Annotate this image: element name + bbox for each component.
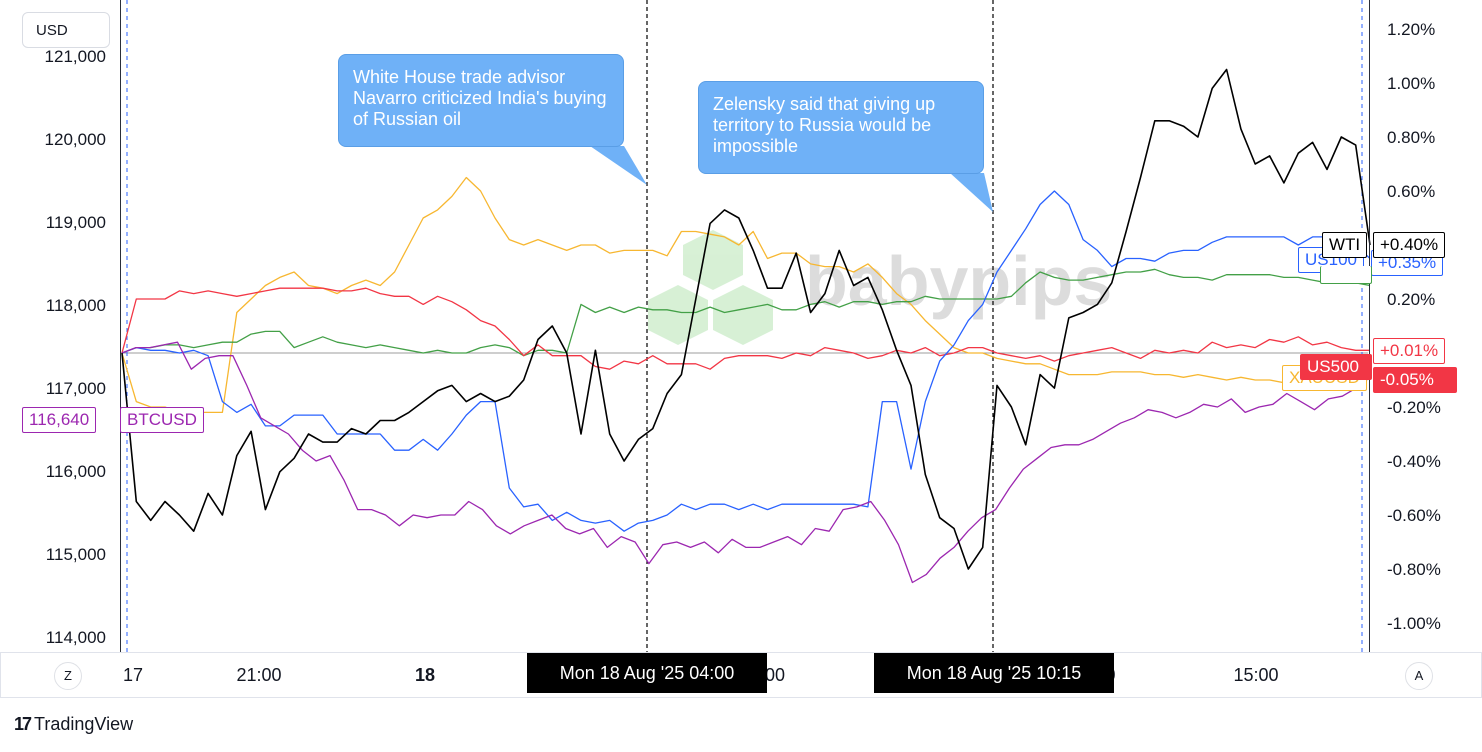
wti-name-tag: WTI bbox=[1322, 232, 1368, 258]
series-line-xauusd bbox=[121, 176, 1371, 414]
babypips-watermark: babypips bbox=[648, 230, 1112, 345]
tradingview-logo-text: TradingView bbox=[34, 714, 134, 734]
right-axis-tick: -0.20% bbox=[1387, 398, 1441, 417]
right-axis-tick: -1.00% bbox=[1387, 614, 1441, 633]
news-callout-navarro: White House trade advisor Navarro critic… bbox=[338, 54, 624, 147]
watermark-hexagon bbox=[683, 230, 743, 290]
watermark-text: babypips bbox=[805, 242, 1112, 320]
right-axis-tick: 1.20% bbox=[1387, 20, 1435, 39]
left-axis-tick: 121,000 bbox=[45, 47, 106, 66]
wti-pct-tag: +0.40% bbox=[1373, 232, 1446, 258]
x-axis-tick: 15:00 bbox=[1233, 665, 1278, 685]
left-axis-tick: 115,000 bbox=[46, 545, 106, 564]
left-axis-tick: 116,000 bbox=[46, 462, 106, 481]
right-axis-tick: -0.80% bbox=[1387, 560, 1441, 579]
x-axis-tick: 17 bbox=[123, 665, 143, 685]
watermark-hexagon bbox=[713, 285, 773, 345]
xag-pct-tag bbox=[1320, 266, 1372, 284]
series-line-xagusd bbox=[121, 268, 1371, 357]
x-axis-tick: 18 bbox=[415, 665, 435, 685]
tradingview-logo[interactable]: 17 TradingView bbox=[14, 714, 133, 735]
callout-text: Zelensky said that giving up territory t… bbox=[713, 94, 936, 156]
right-axis-tick: 1.00% bbox=[1387, 74, 1435, 93]
btc-name-tag: BTCUSD bbox=[120, 407, 204, 433]
watermark-hexagon bbox=[648, 285, 708, 345]
auto-scale-button[interactable]: A bbox=[1405, 662, 1433, 690]
left-axis-tick: 119,000 bbox=[46, 213, 106, 232]
right-axis-tick: 0.20% bbox=[1387, 290, 1435, 309]
left-axis-tick: 120,000 bbox=[45, 130, 106, 149]
tradingview-logo-icon: 17 bbox=[14, 714, 32, 734]
series-line-us100 bbox=[121, 190, 1371, 532]
series-line-wti bbox=[121, 68, 1371, 570]
right-axis-tick: 0.60% bbox=[1387, 182, 1435, 201]
x-axis-tick: 00 bbox=[765, 665, 785, 685]
right-axis-tick: -0.40% bbox=[1387, 452, 1441, 471]
crosshair-time-label: Mon 18 Aug '25 04:00 bbox=[527, 653, 767, 693]
us500-name-tag: US500 bbox=[1300, 354, 1372, 380]
series-line-btcusd bbox=[121, 341, 1371, 584]
series-line-us500 bbox=[121, 287, 1370, 370]
us500-pct-tag: +0.01% bbox=[1373, 338, 1446, 364]
left-axis-tick: 118,000 bbox=[46, 296, 106, 315]
callout-tail bbox=[950, 173, 993, 212]
btc-price-tag: 116,640 bbox=[22, 407, 97, 433]
left-axis-tick: 117,000 bbox=[46, 379, 106, 398]
right-axis-tick: -0.60% bbox=[1387, 506, 1441, 525]
callout-text: White House trade advisor Navarro critic… bbox=[353, 67, 607, 129]
callout-tail bbox=[590, 146, 647, 185]
currency-label[interactable]: USD bbox=[22, 12, 110, 48]
xau-pct-tag: -0.05% bbox=[1373, 367, 1457, 393]
left-axis-tick: 114,000 bbox=[46, 628, 106, 647]
scale-left-button[interactable]: Z bbox=[54, 662, 82, 690]
x-axis-tick: 21:00 bbox=[236, 665, 281, 685]
crosshair-time-label: Mon 18 Aug '25 10:15 bbox=[874, 653, 1114, 693]
news-callout-zelensky: Zelensky said that giving up territory t… bbox=[698, 81, 984, 174]
right-axis-tick: 0.80% bbox=[1387, 128, 1435, 147]
